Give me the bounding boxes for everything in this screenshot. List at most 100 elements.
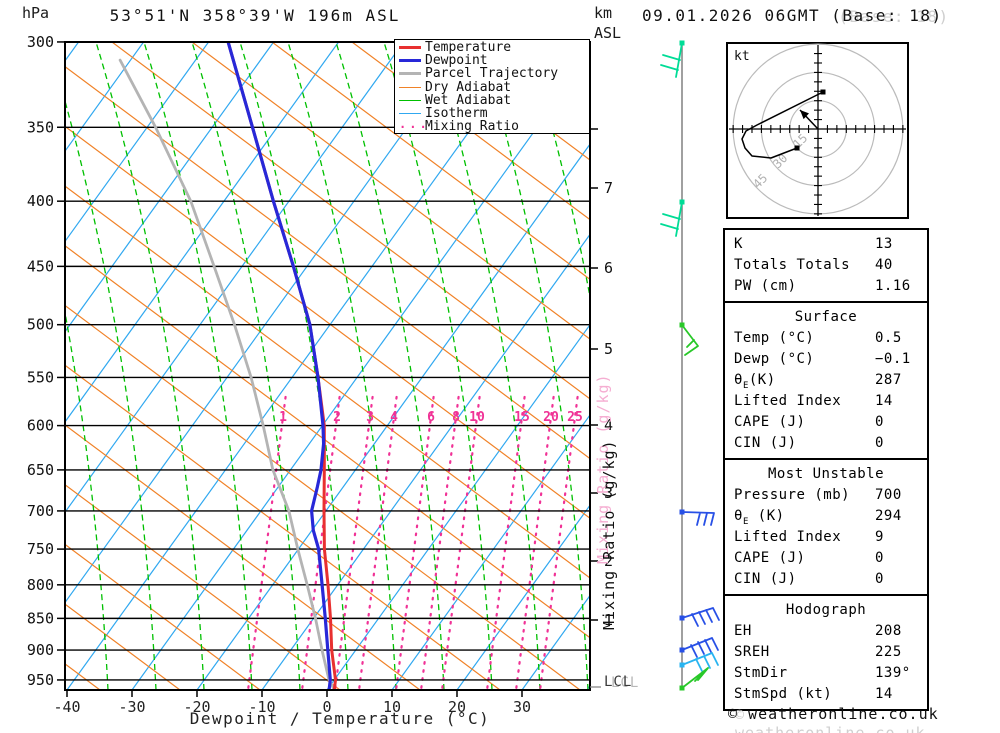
copyright-ghost: © weatheronline.co.uk [735, 706, 926, 733]
legend-line-sample [399, 72, 421, 76]
mixing-ratio-value-label: 6 [427, 410, 435, 425]
mixing-ratio-value-label: 3 [366, 410, 374, 425]
isotherm-line [391, 413, 590, 690]
table-section-title: Hodograph [785, 602, 867, 618]
dry-adiabat-line [65, 65, 590, 460]
dry-adiabat-line [271, 42, 590, 281]
legend-item-label: Mixing Ratio [425, 119, 519, 135]
legend-item-label: Dewpoint [425, 53, 488, 69]
legend-line-sample: ··· [399, 119, 430, 134]
mixing-ratio-value-label: 4 [390, 410, 398, 425]
table-row: Lifted Index 9 [725, 527, 927, 548]
pressure-tick-label: 450 [27, 257, 54, 275]
legend-line-sample [399, 113, 421, 115]
wet-adiabat-line [335, 42, 445, 690]
dry-adiabat-line [65, 364, 501, 690]
mixing-ratio-value-label: 20 [543, 410, 559, 425]
table-row-value: 0 [875, 550, 884, 566]
asl-unit-label: ASL [594, 24, 622, 42]
table-row-label: θE (K) [734, 508, 785, 527]
pressure-tick-label: 600 [27, 417, 54, 435]
wet-adiabat-line [624, 42, 732, 690]
table-row-value: 0 [875, 414, 884, 430]
table-row: Lifted Index 14 [725, 391, 927, 412]
km-unit-label: km [594, 4, 613, 22]
dry-adiabat-line [65, 185, 590, 579]
pressure-tick-label: 300 [27, 33, 54, 51]
table-row-value: 9 [875, 529, 884, 545]
pressure-tick-label: 350 [27, 118, 54, 136]
mixing-ratio-line [420, 395, 460, 690]
mixing-ratio-value-label: 10 [469, 410, 485, 425]
wind-barb-dot [679, 662, 685, 668]
table-row-label: CIN (J) [734, 571, 797, 587]
run-date-title: 09.01.2026 06GMT (Base: 18) (Base: 18) [642, 6, 1000, 26]
km-tick-label: 6 [604, 259, 613, 277]
legend-item: Dry Adiabat [395, 79, 589, 95]
wet-adiabat-line [575, 42, 590, 93]
wind-barb [681, 637, 719, 658]
lcl-marker: LCL LCL [604, 674, 638, 691]
temp-tick-label: -20 [183, 698, 210, 716]
table-row-label: K [734, 236, 743, 252]
wet-adiabat-line [287, 42, 397, 690]
km-tick-label: 2 [604, 552, 613, 570]
lcl-label: LCL [604, 674, 633, 690]
km-tick-label: 3 [604, 484, 613, 502]
temp-tick-label: 0 [322, 698, 331, 716]
table-row-label: Totals Totals [734, 257, 851, 273]
pressure-tick-label: 750 [27, 540, 54, 558]
dewpoint-curve [226, 42, 332, 690]
table-section: Most Unstable Pressure (mb) 700 θE (K) 294 Li… [723, 458, 929, 596]
mixing-ratio-value-label: 8 [452, 410, 460, 425]
table-row-label: Lifted Index [734, 529, 842, 545]
table-row: θE (K) 294 [725, 506, 927, 527]
table-row-label: Lifted Index [734, 393, 842, 409]
wind-barb-dot [679, 685, 685, 691]
dry-adiabat-line [65, 543, 261, 690]
wet-adiabat-line [95, 42, 205, 690]
legend-line-sample [399, 99, 421, 101]
mixing-ratio-line [539, 395, 579, 690]
table-section: Hodograph EH 208 SREH 225 StmDir 139° StmSpd (k… [723, 594, 929, 711]
legend-item-label: Temperature [425, 40, 512, 56]
wet-adiabat-line [191, 42, 301, 690]
wind-barb [660, 201, 683, 237]
pressure-tick-label: 700 [27, 502, 54, 520]
indices-tables: K 13 Totals Totals 40 PW (cm) 1.16 Surface Temp… [723, 228, 929, 711]
table-row-label: StmDir [734, 665, 788, 681]
wind-barb-dot [679, 509, 685, 515]
table-row-value: −0.1 [875, 351, 911, 367]
table-row-value: 0 [875, 435, 884, 451]
table-row: Temp (°C) 0.5 [725, 328, 927, 349]
parcel-trajectory-curve [118, 58, 336, 690]
table-row: StmDir 139° [725, 663, 927, 684]
isotherm-line [66, 42, 535, 690]
wind-barb-dot [679, 647, 685, 653]
table-row-value: 13 [875, 236, 893, 252]
table-section-title: Most Unstable [767, 466, 885, 482]
temp-tick-label: 30 [513, 698, 531, 716]
table-row-value: 294 [875, 508, 902, 524]
pressure-tick-label: 900 [27, 641, 54, 659]
table-row-value: 700 [875, 487, 902, 503]
table-row-label: EH [734, 623, 752, 639]
pressure-tick-label: 950 [27, 671, 54, 689]
table-row-label: Temp (°C) [734, 330, 815, 346]
pressure-tick-label: 800 [27, 576, 54, 594]
wind-barb [681, 607, 720, 627]
table-row: PW (cm) 1.16 [725, 276, 927, 297]
table-row-label: θE(K) [734, 372, 776, 391]
mixing-ratio-line [515, 395, 555, 690]
x-axis-title: Dewpoint / Temperature (°C) [189, 709, 491, 728]
isotherm-line [261, 233, 590, 690]
wind-barb [681, 324, 699, 356]
table-row-value: 0 [875, 571, 884, 587]
mixing-ratio-value-label: 1 [279, 410, 287, 425]
dry-adiabat-line [65, 125, 590, 520]
legend-item-label: Dry Adiabat [425, 79, 512, 95]
table-row-label: PW (cm) [734, 278, 797, 294]
wind-barb [660, 42, 683, 78]
